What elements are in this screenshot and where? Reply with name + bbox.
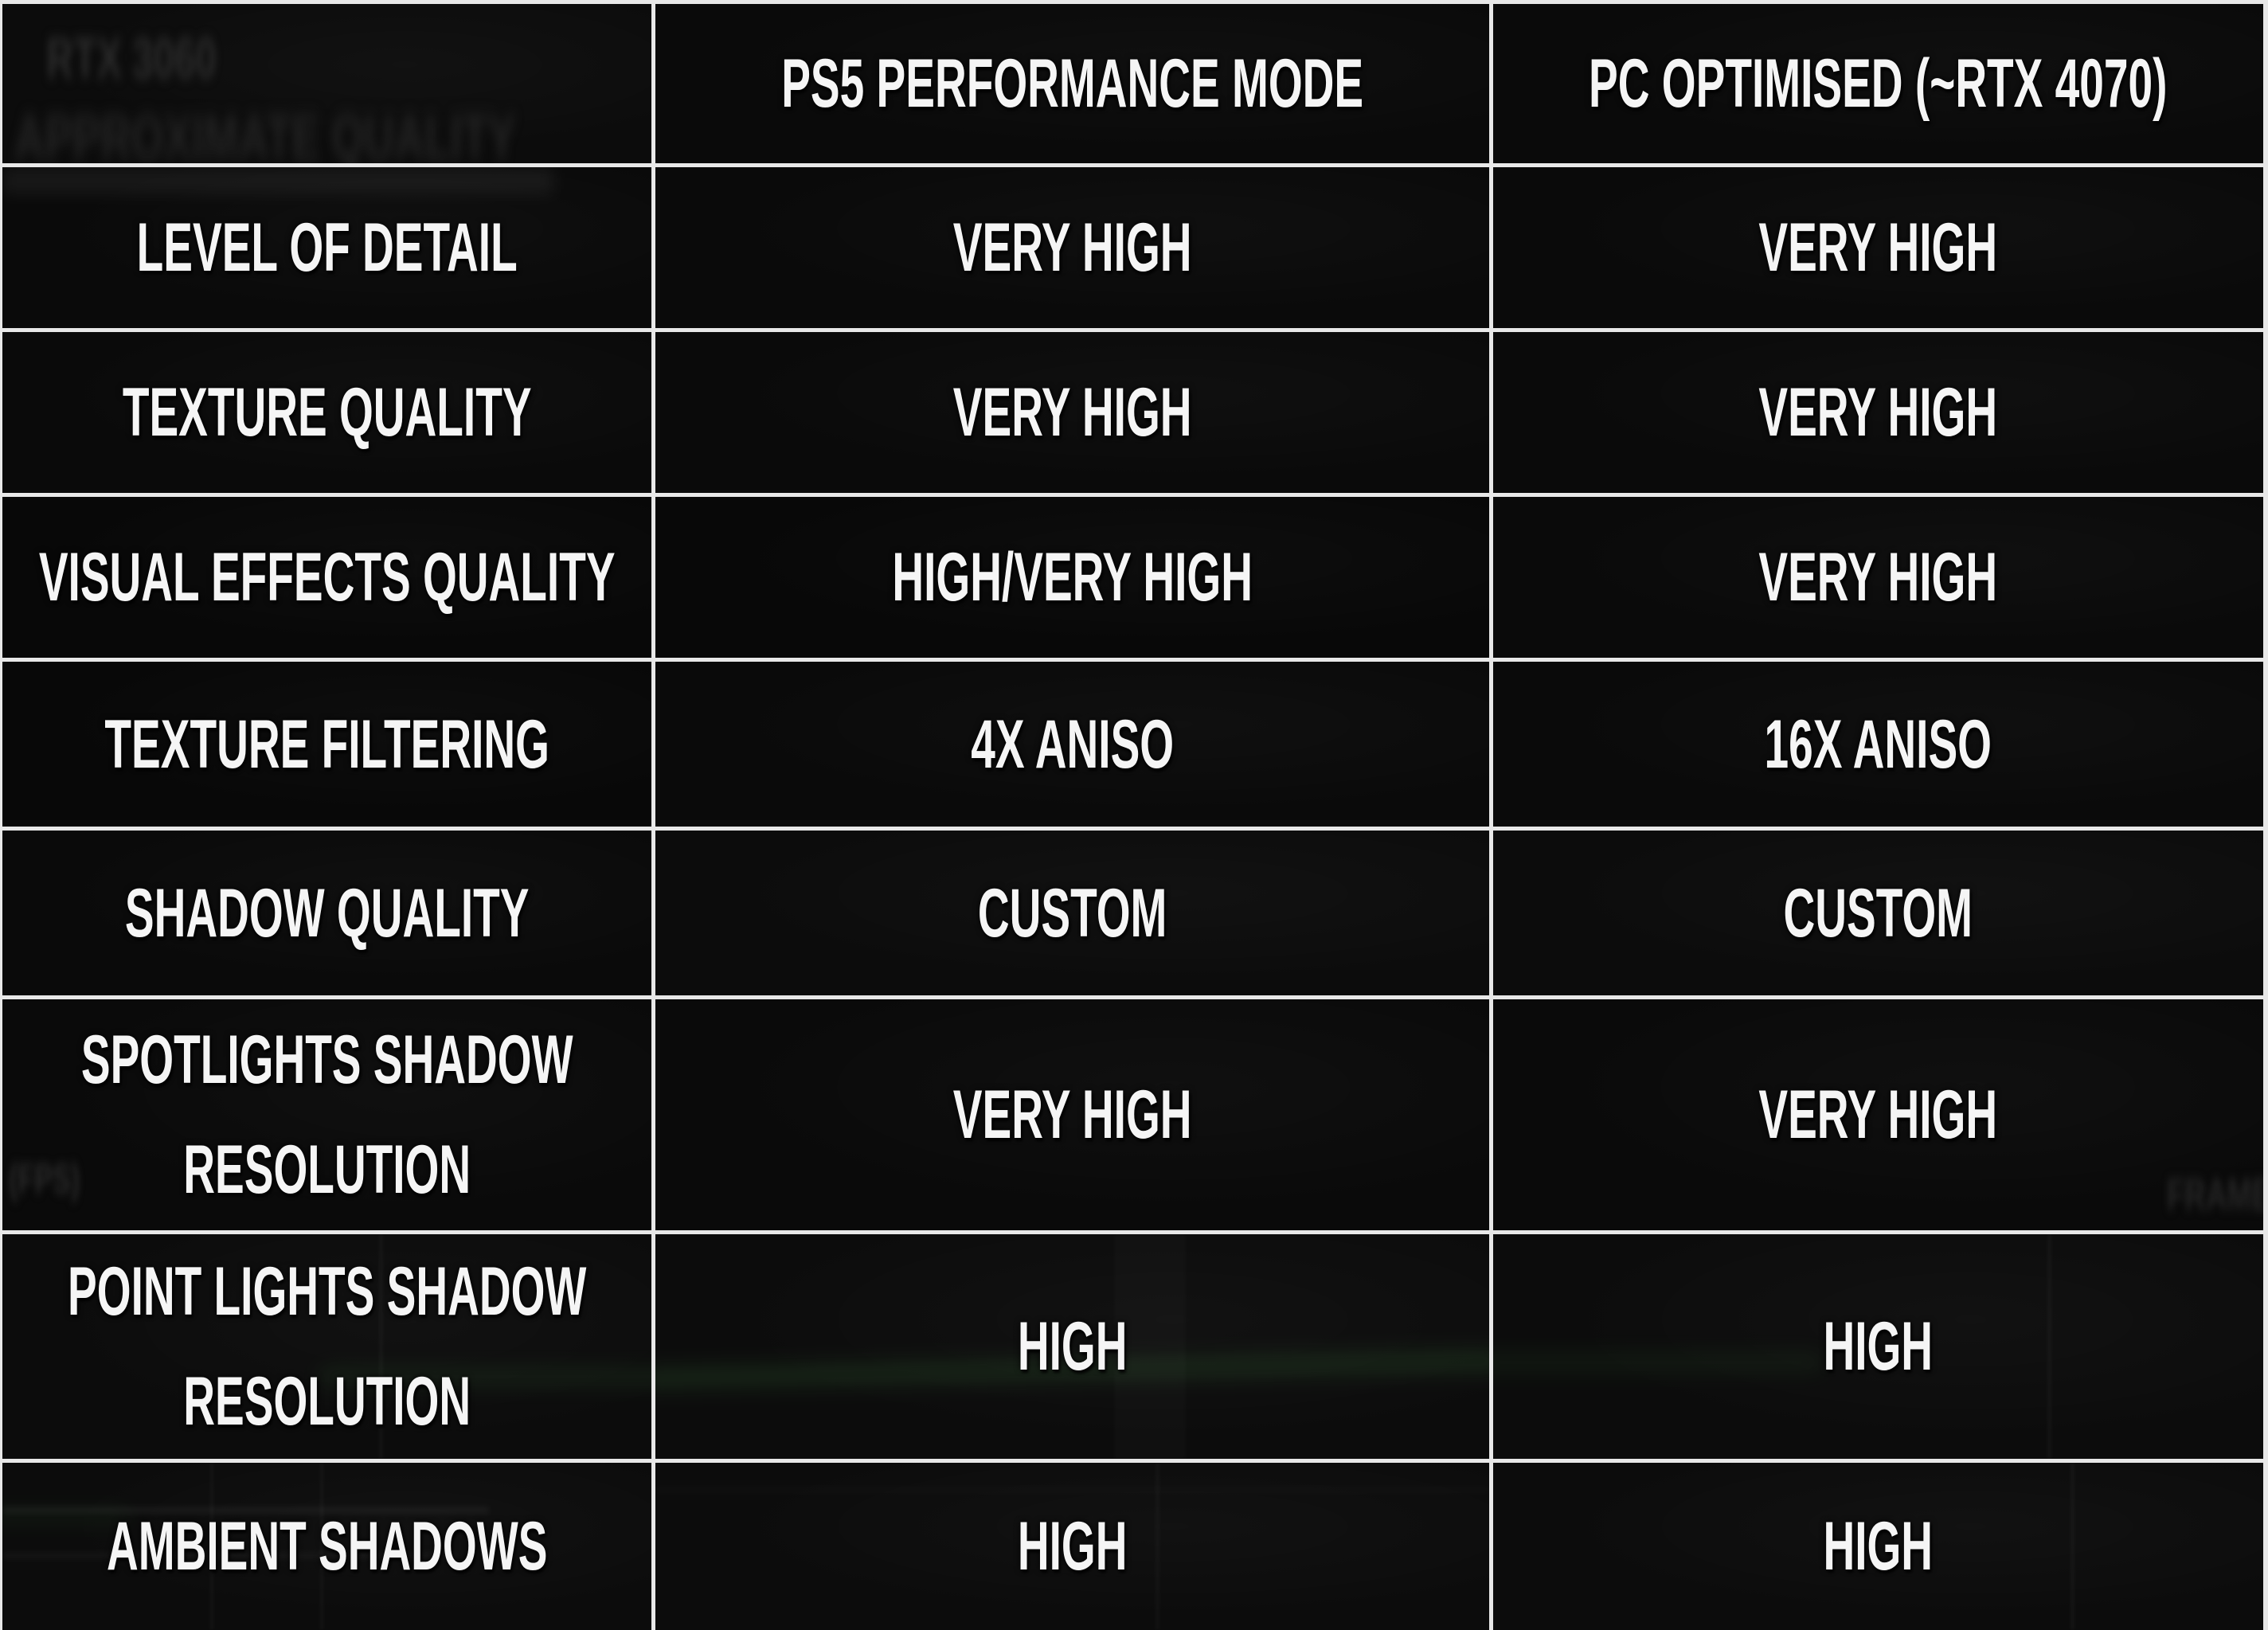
row-label: TEXTURE QUALITY [2,332,651,493]
column-header-ps5: PS5 PERFORMANCE MODE [655,4,1489,163]
row-label: AMBIENT SHADOWS [2,1463,651,1630]
row-label: SHADOW QUALITY [2,831,651,995]
pc-value: HIGH [1493,1234,2263,1459]
pc-value: VERY HIGH [1493,332,2263,493]
column-header-pc: PC OPTIMISED (~RTX 4070) [1493,4,2263,163]
pc-value: VERY HIGH [1493,497,2263,658]
ps5-value: VERY HIGH [655,167,1489,328]
row-label: (FPS) SPOTLIGHTS SHADOW RESOLUTION [2,999,651,1230]
ps5-value: HIGH [655,1234,1489,1459]
ps5-value: HIGH/VERY HIGH [655,497,1489,658]
pc-value: FRAME VERY HIGH [1493,999,2263,1230]
ghost-text-top-left-line2: APPROXIMATE QUALITY [14,102,516,163]
background-artifact [2,167,554,194]
ps5-value: HIGH [655,1463,1489,1630]
ps5-value: VERY HIGH [655,332,1489,493]
header-cell-settings: RTX 3060 APPROXIMATE QUALITY [2,4,651,163]
pc-value: VERY HIGH [1493,167,2263,328]
row-label: VISUAL EFFECTS QUALITY [2,497,651,658]
ghost-text-frame-label: FRAME [2166,1169,2263,1219]
pc-value: CUSTOM [1493,831,2263,995]
ps5-value: 4X ANISO [655,662,1489,827]
row-label: LEVEL OF DETAIL [2,167,651,328]
ps5-value: VERY HIGH [655,999,1489,1230]
row-label: POINT LIGHTS SHADOW RESOLUTION [2,1234,651,1459]
ps5-value: CUSTOM [655,831,1489,995]
pc-value: 16X ANISO [1493,662,2263,827]
row-label: TEXTURE FILTERING [2,662,651,827]
pc-value: HIGH [1493,1463,2263,1630]
ghost-text-top-left-line1: RTX 3060 [46,27,217,91]
